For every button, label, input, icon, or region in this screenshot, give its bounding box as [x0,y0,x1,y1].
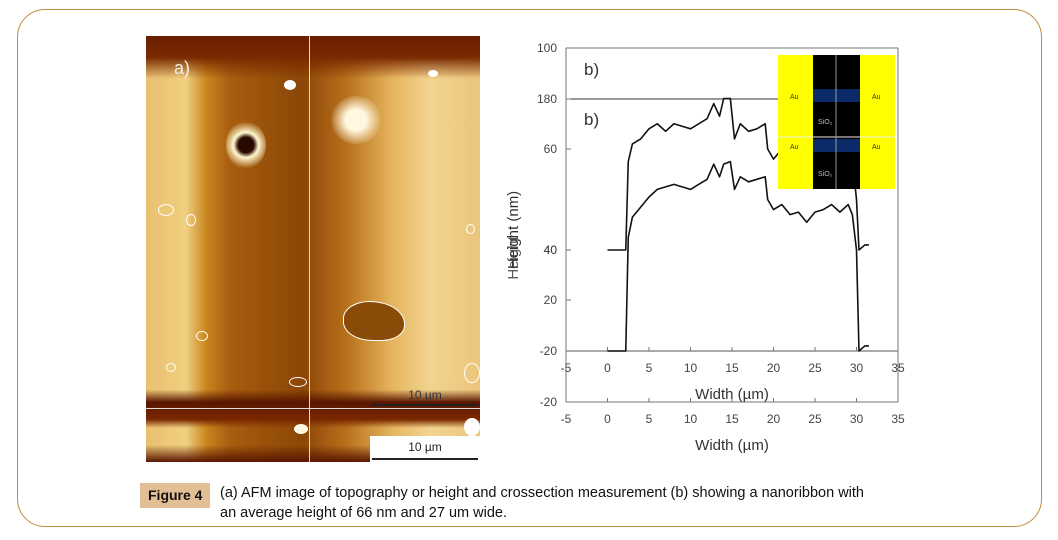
inset-label-sio2: SiO₂ [818,119,833,126]
y-tick-label: 60 [544,142,558,156]
afm-particle [284,80,296,90]
afm-contour [158,204,174,216]
x-tick-label: 25 [808,412,822,426]
scale-bar-top: 10 µm [370,386,480,408]
x-tick-label: 10 [684,412,698,426]
y-tick-label: 40 [544,243,558,257]
x-axis-title-overlay: Width (µm) [695,386,769,403]
x-tick-label: 30 [850,412,864,426]
x-tick-label: 15 [725,361,739,375]
y-tick-label: 20 [544,293,558,307]
afm-particle [428,70,438,77]
inset-label-au: Au [790,94,799,101]
inset-label-sio2: SiO₂ [818,171,833,178]
series-line-profile-lower [607,160,869,352]
afm-crosshair-vertical [309,36,310,462]
scale-bar-label: 10 µm [408,388,442,402]
gold-electrode-left [778,55,813,189]
x-tick-label: 0 [604,412,611,426]
device-schematic-inset: Au Au Au Au SiO₂ SiO₂ [778,55,895,189]
x-axis-title: Width (µm) [695,437,769,454]
afm-contour [186,214,196,226]
inset-label-au: Au [872,94,881,101]
x-tick-label: 35 [891,361,905,375]
afm-crosshair-horizontal [146,408,480,409]
y-tick-label: 40 [544,243,558,257]
x-tick-label: 10 [684,361,698,375]
afm-particle [294,424,308,434]
scale-bar-label: 10 µm [408,440,442,454]
y-tick-label: -20 [540,344,558,358]
afm-contour [466,224,475,234]
scale-bar-line [372,458,478,460]
y-axis-title-overlay: Height [505,235,522,279]
scale-bar-bottom: 10 µm [370,436,480,462]
afm-particle [464,418,480,436]
x-tick-label: 20 [767,412,781,426]
scale-bar-line [372,404,478,406]
x-tick-label: 5 [646,361,653,375]
panel-b-label-top: b) [584,60,599,79]
x-tick-label: -5 [561,412,572,426]
x-tick-label: 35 [891,412,905,426]
x-tick-label: 30 [850,361,864,375]
afm-contour [289,377,307,387]
x-tick-label: 0 [604,361,611,375]
x-tick-label: 25 [808,361,822,375]
afm-contour [343,301,405,341]
gold-electrode-right [860,55,895,189]
x-tick-label: 15 [725,412,739,426]
x-tick-label: -5 [561,361,572,375]
inset-label-au: Au [872,144,881,151]
x-tick-label: 20 [767,361,781,375]
panel-b-label-inner: b) [584,110,599,129]
panel-a-label: a) [174,58,191,78]
figure-label: Figure 4 [140,483,211,508]
inset-label-au: Au [790,144,799,151]
caption-line-1: (a) AFM image of topography or height an… [220,485,864,501]
figure-frame [17,9,1042,527]
x-tick-label: 5 [646,412,653,426]
y-tick-label: 180 [537,92,557,106]
afm-contour [464,363,480,383]
afm-image: a) 10 µm 10 µm [146,36,480,462]
afm-particle [226,121,266,169]
afm-contour [196,331,208,341]
y-tick-label: 100 [537,41,557,55]
y-axis-title: Height (nm) [505,191,522,269]
afm-particle [331,96,381,144]
caption-line-2: an average height of 66 nm and 27 um wid… [220,505,507,521]
y-tick-label: -20 [540,395,558,409]
afm-contour [166,363,176,372]
